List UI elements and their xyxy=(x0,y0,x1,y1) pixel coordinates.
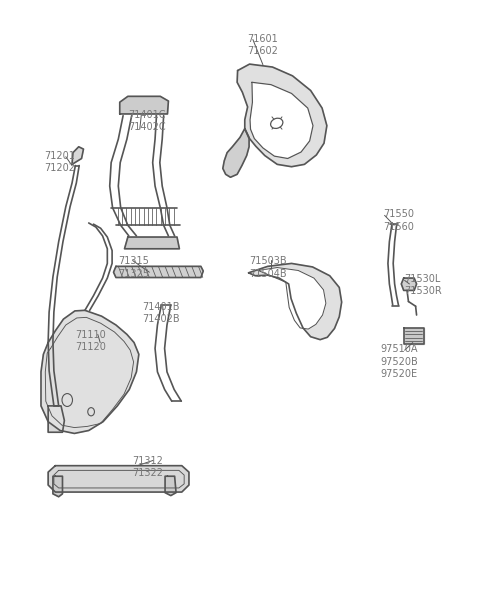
Text: 71530L
71530R: 71530L 71530R xyxy=(405,274,443,296)
Ellipse shape xyxy=(271,118,283,128)
Text: 97510A
97520B
97520E: 97510A 97520B 97520E xyxy=(381,345,419,379)
Polygon shape xyxy=(401,278,417,290)
Polygon shape xyxy=(120,97,168,114)
Text: 71401B
71402B: 71401B 71402B xyxy=(142,302,180,324)
Text: 71312
71322: 71312 71322 xyxy=(132,456,164,478)
Text: 71315
71325: 71315 71325 xyxy=(118,256,149,279)
Polygon shape xyxy=(124,237,180,249)
Text: 71110
71120: 71110 71120 xyxy=(75,330,106,352)
Polygon shape xyxy=(53,477,62,497)
Polygon shape xyxy=(114,266,203,277)
Text: 71401C
71402C: 71401C 71402C xyxy=(128,110,166,133)
Text: 71550
71560: 71550 71560 xyxy=(383,210,414,232)
Polygon shape xyxy=(223,128,249,177)
Polygon shape xyxy=(48,406,64,432)
Polygon shape xyxy=(237,64,327,167)
Polygon shape xyxy=(404,328,424,345)
Polygon shape xyxy=(165,477,176,495)
Polygon shape xyxy=(258,267,326,329)
Text: 71201
71202: 71201 71202 xyxy=(44,151,75,173)
Polygon shape xyxy=(249,263,342,340)
Text: 71503B
71504B: 71503B 71504B xyxy=(250,256,287,279)
Text: 71601
71602: 71601 71602 xyxy=(247,34,278,56)
Polygon shape xyxy=(41,310,139,434)
Polygon shape xyxy=(72,147,84,164)
Polygon shape xyxy=(48,466,189,492)
Polygon shape xyxy=(250,82,313,158)
